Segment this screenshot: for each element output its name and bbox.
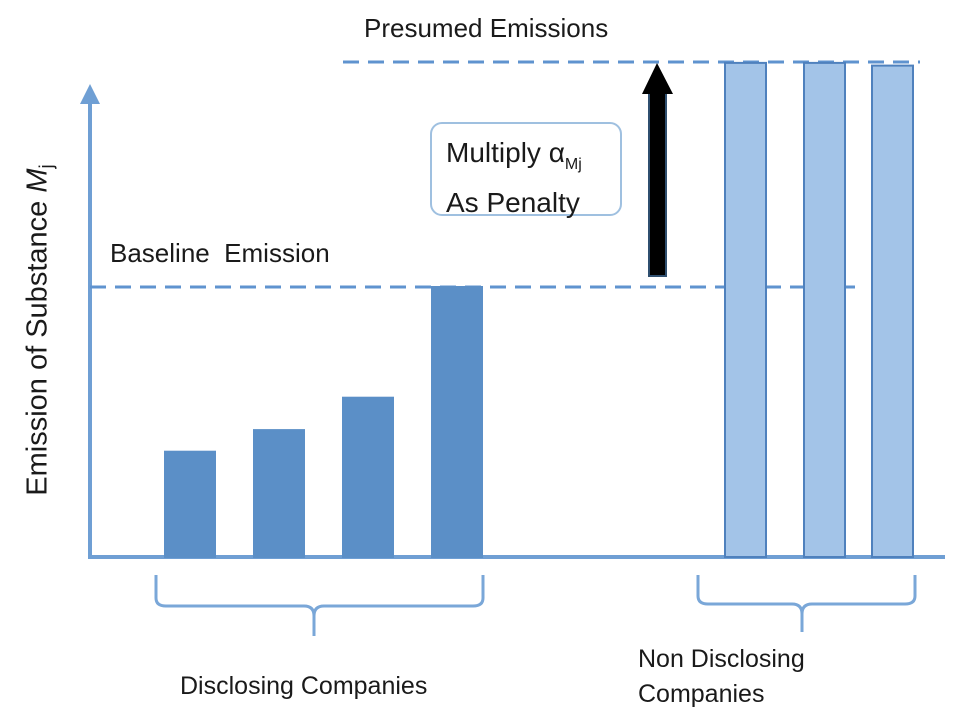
y-axis-arrowhead xyxy=(80,84,100,104)
non-disclosing-companies-label-line-1: Non Disclosing xyxy=(638,645,805,673)
penalty-callout-box: Multiply αMj As Penalty xyxy=(430,122,622,218)
non-disclosing-bar-2 xyxy=(803,61,846,559)
presumed-emissions-label: Presumed Emissions xyxy=(364,13,609,43)
non-disclosing-companies-label-line-2: Companies xyxy=(638,680,765,708)
bars-group xyxy=(164,61,914,559)
disclosing-bar-2 xyxy=(253,429,305,559)
disclosing-bar-1 xyxy=(164,450,216,559)
non-disclosing-companies-brace xyxy=(696,575,917,632)
callout-line-2: As Penalty xyxy=(446,187,580,218)
non-disclosing-bar-1 xyxy=(724,61,767,559)
disclosing-bar-3 xyxy=(342,396,394,559)
disclosing-companies-brace xyxy=(154,575,485,636)
non-disclosing-bar-3 xyxy=(871,64,914,558)
disclosing-bar-4 xyxy=(431,286,483,558)
callout-line-1: Multiply αMj xyxy=(446,137,582,173)
penalty-arrow-up-icon xyxy=(642,63,673,277)
disclosing-companies-label: Disclosing Companies xyxy=(180,672,428,700)
baseline-emission-label: Baseline Emission xyxy=(110,238,330,268)
y-axis-label: Emission of Substance Mj xyxy=(21,164,58,496)
